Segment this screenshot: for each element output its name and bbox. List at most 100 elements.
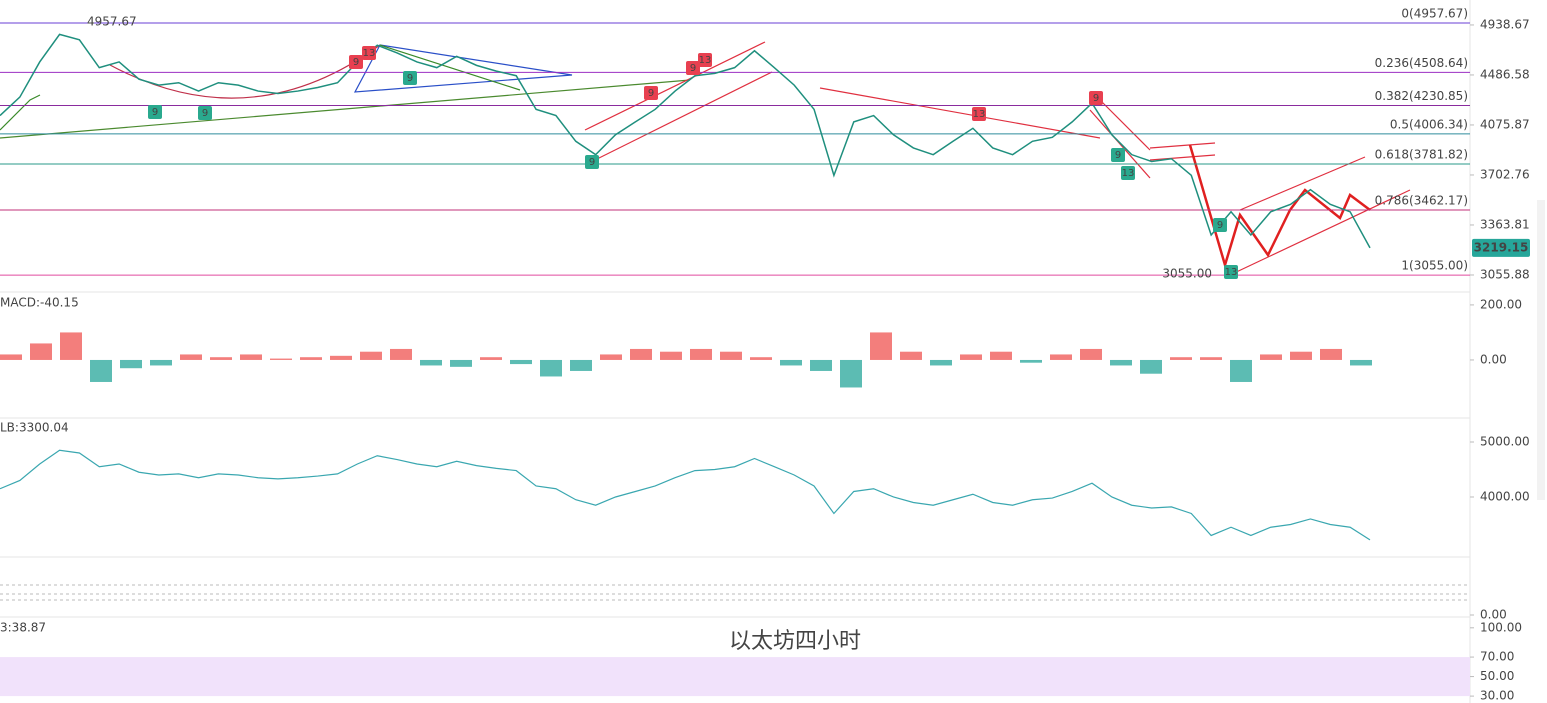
fib-label: 0.236(4508.64): [1375, 56, 1468, 70]
td-marker: [1224, 265, 1238, 279]
chart-caption: 以太坊四小时: [729, 629, 861, 654]
macd-bar: [870, 332, 892, 360]
macd-bar: [630, 348, 652, 360]
td-marker: [403, 71, 417, 85]
macd-bar: [0, 354, 22, 360]
last-price-box: [1472, 238, 1530, 257]
fib-label: 0.618(3781.82): [1375, 147, 1468, 161]
td-label: 9: [1093, 93, 1099, 104]
y-tick-label: 0.00: [1480, 608, 1507, 622]
fib-label: 0.786(3462.17): [1375, 193, 1468, 207]
td-label: 9: [648, 88, 654, 99]
td-label: 13: [1122, 168, 1135, 179]
y-tick-label: 200.00: [1480, 297, 1522, 311]
macd-bar: [210, 357, 232, 360]
y-tick-label: 4938.67: [1480, 17, 1530, 31]
td-marker: [698, 53, 712, 67]
td-marker: [585, 155, 599, 169]
td-label: 9: [1115, 150, 1121, 161]
macd-bar: [600, 354, 622, 360]
fib-label: 0.5(4006.34): [1390, 117, 1468, 131]
macd-bar: [1110, 359, 1132, 366]
indicator-title: MACD:-40.15: [0, 296, 79, 310]
price-line: [0, 33, 1371, 249]
macd-bar: [450, 359, 472, 367]
boll-mid-line: [0, 449, 1371, 541]
td-marker: [198, 106, 212, 120]
y-tick-label: 3702.76: [1480, 167, 1530, 181]
fib-label: 0.382(4230.85): [1375, 89, 1468, 103]
y-tick-label: 30.00: [1480, 689, 1514, 703]
y-tick-label: 3363.81: [1480, 217, 1530, 231]
macd-bar: [1140, 359, 1162, 374]
macd-bar: [510, 359, 532, 365]
y-tick-label: 5000.00: [1480, 434, 1530, 448]
fib-label: 1(3055.00): [1401, 259, 1468, 273]
td-label: 13: [1225, 267, 1238, 278]
td-label: 9: [690, 63, 696, 74]
y-tick-label: 4000.00: [1480, 489, 1530, 503]
macd-bar: [1200, 357, 1222, 360]
macd-bar: [330, 355, 352, 360]
y-tick-label: 50.00: [1480, 669, 1514, 683]
macd-bar: [1320, 348, 1342, 360]
fib-label: 0(4957.67): [1401, 6, 1468, 20]
macd-bar: [150, 359, 172, 366]
macd-bar: [390, 348, 412, 360]
last-price-label: 3219.15: [1474, 240, 1529, 254]
td-label: 13: [699, 55, 712, 66]
scrollbar[interactable]: [1537, 200, 1545, 500]
macd-bar: [1170, 357, 1192, 360]
td-marker: [148, 105, 162, 119]
macd-bar: [270, 358, 292, 360]
macd-bar: [810, 359, 832, 371]
td-marker: [362, 46, 376, 60]
macd-bar: [420, 359, 442, 366]
td-marker: [1121, 166, 1135, 180]
low-annotation: 3055.00: [1162, 267, 1212, 281]
macd-bar: [180, 354, 202, 360]
macd-bar: [360, 351, 382, 360]
td-marker: [644, 86, 658, 100]
td-marker: [1111, 148, 1125, 162]
td-marker: [686, 61, 700, 75]
high-annotation: 4957.67: [87, 15, 137, 29]
macd-bar: [90, 359, 112, 382]
td-label: 9: [407, 73, 413, 84]
td-marker: [1089, 91, 1103, 105]
macd-bar: [990, 351, 1012, 360]
macd-bar: [60, 332, 82, 360]
macd-bar: [840, 359, 862, 388]
macd-bar: [540, 359, 562, 377]
td-marker: [349, 55, 363, 69]
macd-bar: [1020, 359, 1042, 363]
panel-separators: [0, 0, 1471, 703]
td-label: 9: [353, 57, 359, 68]
y-tick-label: 100.00: [1480, 620, 1522, 634]
td-label: 13: [363, 48, 376, 59]
macd-bar: [960, 354, 982, 360]
macd-bar: [1050, 354, 1072, 360]
macd-bar: [1080, 348, 1102, 360]
macd-bar: [660, 351, 682, 360]
rsi-band: [0, 657, 1470, 697]
macd-bar: [480, 357, 502, 360]
macd-bar: [1350, 359, 1372, 366]
macd-bar: [120, 359, 142, 369]
y-tick-label: 4075.87: [1480, 117, 1530, 131]
indicator-title: LB:3300.04: [0, 421, 69, 435]
td-marker: [1213, 218, 1227, 232]
td-label: 9: [589, 157, 595, 168]
macd-bar: [690, 348, 712, 360]
macd-bar: [900, 351, 922, 360]
macd-bar: [30, 343, 52, 360]
macd-bar: [720, 351, 742, 360]
y-tick-label: 4486.58: [1480, 67, 1530, 81]
td-marker: [972, 107, 986, 121]
macd-bar: [930, 359, 952, 366]
y-tick-label: 0.00: [1480, 352, 1507, 366]
macd-bar: [1290, 351, 1312, 360]
macd-bar: [240, 354, 262, 360]
